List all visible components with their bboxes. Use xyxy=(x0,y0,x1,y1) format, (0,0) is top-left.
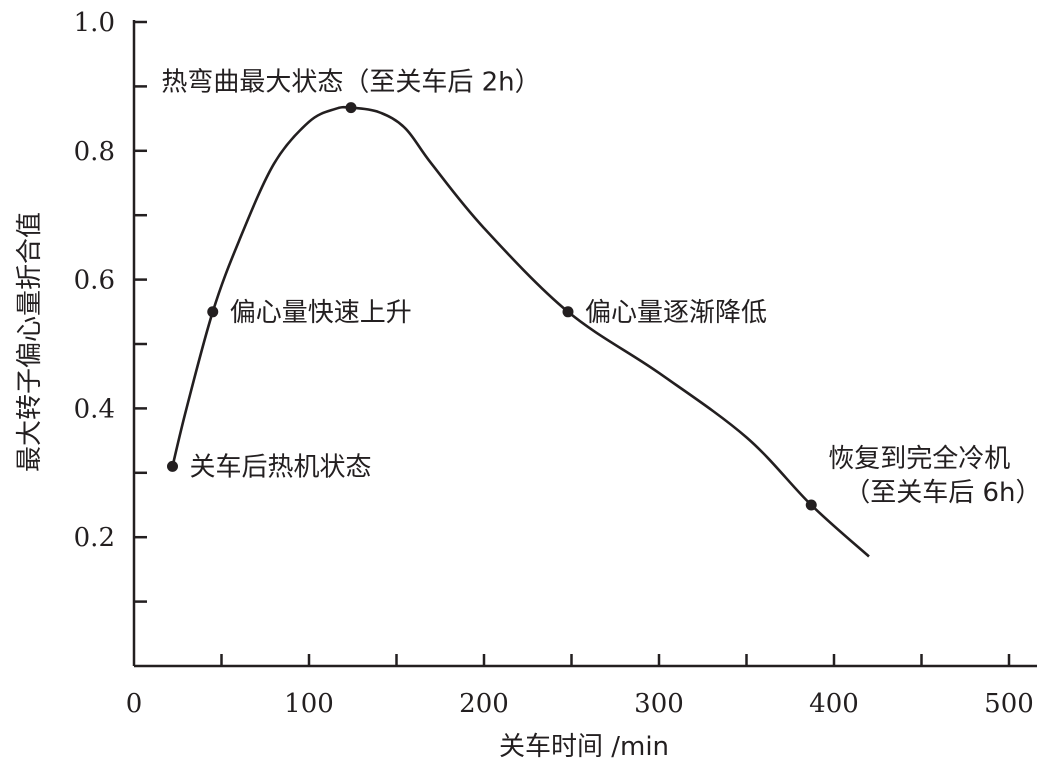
annotation-label: 偏心量快速上升 xyxy=(230,298,412,328)
annotation-label: 关车后热机状态 xyxy=(190,452,372,482)
series-line xyxy=(171,105,870,558)
y-tick-label: 0.4 xyxy=(74,394,115,424)
x-tick-label: 100 xyxy=(284,689,334,719)
ticks: 0.2 0.4 0.6 0.8 1.0 0 100 200 300 400 500 xyxy=(74,8,1034,719)
data-point-marker xyxy=(562,306,574,318)
x-axis-title: 关车时间 /min xyxy=(499,732,669,762)
y-axis-title: 最大转子偏心量折合值 xyxy=(15,212,45,472)
data-point-marker xyxy=(805,499,817,511)
y-tick-label: 0.2 xyxy=(74,523,115,553)
data-point-marker xyxy=(207,306,219,318)
annotation-label: （至关车后 6h） xyxy=(844,478,1041,508)
markers xyxy=(167,102,817,511)
data-point-marker xyxy=(345,102,357,114)
x-tick-label: 300 xyxy=(634,689,684,719)
annotation-label: 恢复到完全冷机 xyxy=(828,444,1010,474)
y-tick-label: 1.0 xyxy=(74,8,115,38)
x-tick-label: 0 xyxy=(126,689,143,719)
x-tick-label: 200 xyxy=(459,689,509,719)
annotation-label: 偏心量逐渐降低 xyxy=(585,298,767,328)
axes xyxy=(132,20,1037,668)
y-tick-label: 0.8 xyxy=(74,137,115,167)
series xyxy=(171,105,870,558)
x-tick-label: 500 xyxy=(984,689,1034,719)
x-tick-label: 400 xyxy=(809,689,859,719)
data-point-marker xyxy=(167,460,178,472)
y-tick-label: 0.6 xyxy=(74,266,115,296)
annotation-label: 热弯曲最大状态（至关车后 2h） xyxy=(161,68,540,98)
annotations: 关车后热机状态 偏心量快速上升 热弯曲最大状态（至关车后 2h） 偏心量逐渐降低恢复到… xyxy=(161,68,1041,508)
